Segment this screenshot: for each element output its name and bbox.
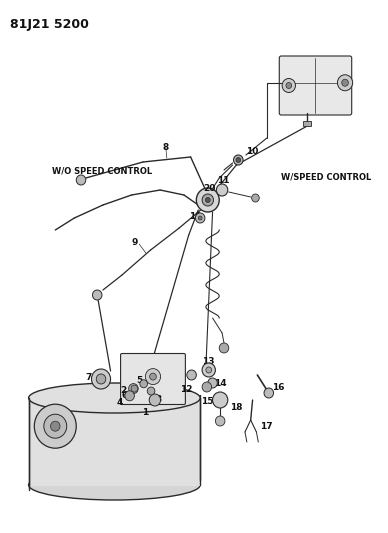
Text: 3: 3 [156,395,162,404]
Circle shape [92,369,111,389]
Text: 12: 12 [180,385,193,394]
Circle shape [196,188,219,212]
Text: 18: 18 [230,403,242,412]
Text: W/SPEED CONTROL: W/SPEED CONTROL [281,172,371,181]
Circle shape [76,175,86,185]
Circle shape [219,343,229,353]
Bar [29,398,200,486]
Circle shape [234,155,243,165]
Circle shape [236,157,241,163]
Circle shape [208,378,217,388]
Circle shape [129,384,138,393]
Circle shape [44,414,67,438]
Text: 6: 6 [121,391,127,400]
Text: 14: 14 [215,379,227,388]
Circle shape [50,421,60,431]
Text: 7: 7 [86,373,92,382]
Circle shape [213,392,228,408]
Ellipse shape [29,470,200,500]
Circle shape [202,194,213,206]
Text: 20: 20 [203,184,215,193]
Circle shape [196,213,205,223]
Circle shape [202,363,215,377]
Text: 8: 8 [162,143,168,152]
Circle shape [96,374,106,384]
Circle shape [282,78,296,93]
Circle shape [205,198,210,203]
Circle shape [146,369,161,385]
Text: 15: 15 [201,397,213,406]
Circle shape [342,79,348,86]
Circle shape [147,387,155,395]
Text: 17: 17 [260,422,273,431]
Text: 19: 19 [189,212,201,221]
Bar [303,121,311,126]
Circle shape [264,388,274,398]
Text: 9: 9 [132,238,138,247]
Text: W/O SPEED CONTROL: W/O SPEED CONTROL [52,166,152,175]
Circle shape [125,391,134,401]
Text: 1: 1 [142,408,148,417]
Circle shape [202,382,211,392]
Text: 11: 11 [217,176,230,185]
Text: 81J21 5200: 81J21 5200 [10,18,88,31]
Circle shape [206,367,211,373]
Text: 4: 4 [116,398,123,407]
Text: 10: 10 [246,147,258,156]
Ellipse shape [29,383,200,413]
Circle shape [187,370,196,380]
Circle shape [338,75,353,91]
Text: 2: 2 [120,385,126,394]
Circle shape [92,290,102,300]
Circle shape [286,83,292,88]
FancyBboxPatch shape [121,353,185,405]
Circle shape [215,416,225,426]
Circle shape [140,380,147,388]
Circle shape [252,194,259,202]
Circle shape [217,184,228,196]
Text: 16: 16 [272,383,284,392]
Circle shape [150,373,156,380]
Text: 5: 5 [136,376,142,385]
Circle shape [131,385,138,392]
Circle shape [34,404,76,448]
Circle shape [149,394,161,406]
FancyBboxPatch shape [279,56,352,115]
Text: 13: 13 [203,357,215,366]
Circle shape [198,216,202,220]
